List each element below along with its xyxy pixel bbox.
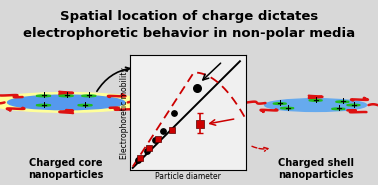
Text: +: + xyxy=(335,104,342,113)
Ellipse shape xyxy=(309,100,322,101)
Y-axis label: Electrophoretic mobility: Electrophoretic mobility xyxy=(120,67,129,159)
Text: +: + xyxy=(284,104,291,113)
Point xyxy=(144,149,150,152)
Point xyxy=(197,123,203,126)
Point xyxy=(160,130,166,133)
Ellipse shape xyxy=(336,101,349,102)
Ellipse shape xyxy=(78,104,92,106)
Ellipse shape xyxy=(273,103,287,104)
Point xyxy=(169,129,175,132)
Ellipse shape xyxy=(332,108,345,110)
Point xyxy=(194,86,200,89)
Point xyxy=(194,86,200,89)
Ellipse shape xyxy=(347,104,360,106)
Text: +: + xyxy=(276,99,283,108)
Text: +: + xyxy=(350,101,357,110)
Text: +: + xyxy=(339,97,346,106)
Text: +: + xyxy=(82,101,88,110)
Text: Charged shell
nanoparticles: Charged shell nanoparticles xyxy=(277,158,354,180)
Text: Charged core
nanoparticles: Charged core nanoparticles xyxy=(28,158,104,180)
Point xyxy=(136,156,143,159)
FancyArrowPatch shape xyxy=(97,67,130,91)
Point xyxy=(171,111,177,114)
Text: Spatial location of charge dictates
electrophoretic behavior in non-polar media: Spatial location of charge dictates elec… xyxy=(23,10,355,40)
X-axis label: Particle diameter: Particle diameter xyxy=(155,172,221,181)
Point xyxy=(135,158,141,161)
Text: +: + xyxy=(85,91,92,100)
Point xyxy=(155,138,161,141)
Ellipse shape xyxy=(265,99,367,111)
FancyArrowPatch shape xyxy=(252,146,268,151)
Point xyxy=(146,147,152,150)
Text: +: + xyxy=(63,91,70,100)
Point xyxy=(152,139,158,142)
Text: +: + xyxy=(40,91,47,100)
Ellipse shape xyxy=(82,95,96,97)
Ellipse shape xyxy=(36,95,51,97)
Text: +: + xyxy=(40,101,47,110)
Ellipse shape xyxy=(36,104,51,106)
Ellipse shape xyxy=(59,95,73,97)
Ellipse shape xyxy=(8,95,125,110)
Text: +: + xyxy=(312,96,319,105)
Ellipse shape xyxy=(280,107,294,109)
Ellipse shape xyxy=(0,93,145,112)
